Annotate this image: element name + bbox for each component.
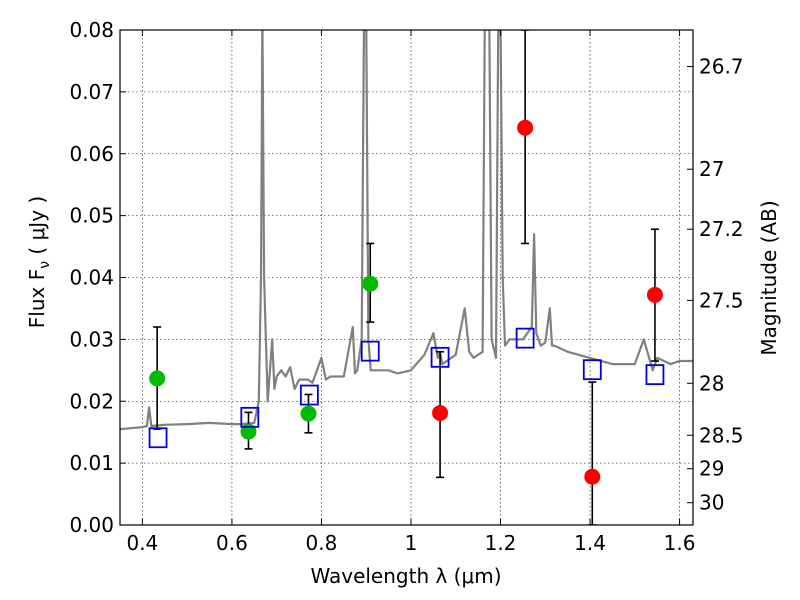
y-tick-label: 0.00 — [69, 513, 114, 537]
x-axis-label: Wavelength λ (μm) — [310, 564, 501, 588]
data-point — [584, 468, 601, 485]
y-tick-label: 0.02 — [69, 389, 114, 413]
data-point — [517, 119, 534, 136]
data-point — [362, 275, 379, 292]
y-tick-label: 0.07 — [69, 80, 114, 104]
y2-tick-label: 29 — [699, 457, 724, 481]
y-axis-label-units: ( μJy ) — [25, 196, 49, 261]
plot-area — [120, 30, 693, 525]
y2-axis-label: Magnitude (AB) — [757, 200, 781, 355]
y2-tick-label: 28 — [699, 371, 724, 395]
grid — [120, 30, 693, 525]
ticks: 0.4 0.6 0.8 1 1.2 1.4 1.6 0.00 0.01 0.02 0.03 0.04 0… — [69, 18, 743, 555]
y2-tick-label: 27.2 — [699, 217, 744, 241]
x-tick-label: 1.2 — [485, 531, 517, 555]
plot-frame — [119, 29, 694, 526]
y2-tick-label: 27 — [699, 157, 724, 181]
y-tick-label: 0.04 — [69, 266, 114, 290]
model-point — [299, 384, 319, 406]
model-point — [515, 327, 535, 349]
data-point — [646, 286, 663, 303]
x-tick-label: 0.4 — [126, 531, 158, 555]
x-tick-label: 1 — [405, 531, 418, 555]
y-axis-label-main: Flux F — [25, 269, 49, 328]
model-point — [148, 427, 168, 449]
x-tick-label: 0.6 — [216, 531, 248, 555]
x-tick-label: 1.4 — [574, 531, 606, 555]
x-tick-label: 1.6 — [664, 531, 696, 555]
y-axis-label: Flux Fν ( μJy ) — [25, 196, 53, 328]
y2-tick-label: 28.5 — [699, 423, 744, 447]
data-point — [432, 405, 449, 422]
model-point — [360, 340, 380, 362]
model-point — [430, 346, 450, 368]
y2-tick-label: 30 — [699, 491, 724, 515]
x-tick-label: 0.8 — [306, 531, 338, 555]
y2-tick-label: 26.7 — [699, 55, 744, 79]
y-tick-label: 0.06 — [69, 142, 114, 166]
y-tick-label: 0.05 — [69, 204, 114, 228]
data-point — [300, 405, 317, 422]
y-axis-label-subscript: ν — [37, 261, 53, 269]
model-point — [582, 359, 602, 381]
y2-tick-label: 27.5 — [699, 288, 744, 312]
model-point — [645, 364, 665, 386]
spectrum-line — [120, 30, 693, 431]
y-tick-label: 0.01 — [69, 451, 114, 475]
data-point — [149, 370, 166, 387]
y-tick-label: 0.08 — [69, 18, 114, 42]
model-point — [240, 406, 260, 428]
y-tick-label: 0.03 — [69, 327, 114, 351]
